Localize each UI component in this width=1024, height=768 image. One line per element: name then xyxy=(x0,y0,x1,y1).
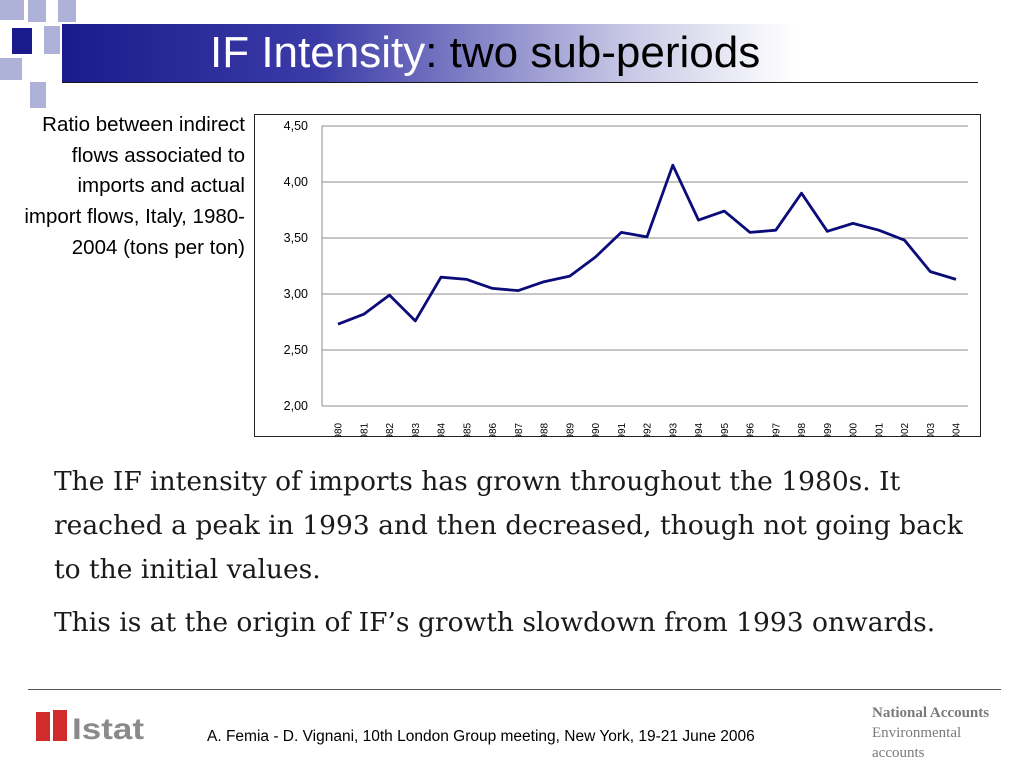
x-tick-label: 1986 xyxy=(488,422,499,437)
x-tick-label: 1997 xyxy=(771,422,782,437)
chart-caption: Ratio between indirect flows associated … xyxy=(24,113,245,259)
x-tick-label: 1999 xyxy=(823,422,834,437)
x-tick-label: 1991 xyxy=(617,422,628,437)
y-tick-label: 3,00 xyxy=(284,287,308,301)
title-divider xyxy=(62,82,978,83)
title-part-1: IF Intensity xyxy=(210,28,426,77)
corner-square-3 xyxy=(58,0,76,22)
corner-line-1: National Accounts xyxy=(872,705,990,721)
line-chart: 2,002,503,003,504,004,50 1980 1981 1982 198… xyxy=(284,119,968,437)
x-tick-label: 2001 xyxy=(874,422,885,437)
x-tick-labels: 1980 1981 1982 1983 1984 1985 1986 1987 1988 1989… xyxy=(334,422,963,437)
istat-logo: Istat xyxy=(36,710,144,745)
corner-square-6 xyxy=(0,58,22,80)
corner-square-2 xyxy=(28,0,46,22)
corner-square-5 xyxy=(44,26,60,54)
y-tick-label: 4,50 xyxy=(284,119,308,133)
x-tick-label: 1989 xyxy=(565,422,576,437)
paragraph-1: The IF intensity of imports has grown th… xyxy=(54,466,963,585)
y-tick-label: 2,00 xyxy=(284,399,308,413)
x-tick-label: 1985 xyxy=(462,422,473,437)
x-tick-label: 2000 xyxy=(849,422,860,437)
title-part-2: : two sub-periods xyxy=(425,28,761,77)
x-tick-label: 1995 xyxy=(720,422,731,437)
corner-label: National Accounts Environmental accounts xyxy=(872,703,989,763)
x-tick-label: 1994 xyxy=(694,422,705,437)
x-tick-label: 1983 xyxy=(411,422,422,437)
x-tick-label: 1987 xyxy=(514,422,525,437)
x-tick-label: 1990 xyxy=(591,422,602,437)
corner-line-2: Environmental xyxy=(872,725,962,741)
corner-square-7 xyxy=(30,82,46,108)
y-tick-labels: 2,00 2,50 3,00 3,50 4,00 4,50 xyxy=(284,119,308,413)
title-band xyxy=(62,24,978,82)
chart-frame xyxy=(254,114,981,437)
axes xyxy=(321,126,968,407)
x-tick-label: 2004 xyxy=(952,422,963,437)
x-tick-label: 1981 xyxy=(359,422,370,437)
x-tick-label: 2002 xyxy=(900,422,911,437)
x-tick-label: 1982 xyxy=(385,422,396,437)
corner-line-3: accounts xyxy=(872,745,925,761)
x-tick-label: 1980 xyxy=(334,422,345,437)
series-line xyxy=(337,163,957,326)
x-tick-label: 1998 xyxy=(797,422,808,437)
y-tick-label: 4,00 xyxy=(284,175,308,189)
x-tick-label: 1993 xyxy=(668,422,679,437)
footer-citation: A. Femia - D. Vignani, 10th London Group… xyxy=(207,728,755,745)
x-tick-label: 2003 xyxy=(926,422,937,437)
svg-text:Istat: Istat xyxy=(72,713,144,745)
footer-divider xyxy=(28,689,1001,690)
corner-square-4 xyxy=(12,28,32,54)
x-tick-label: 1984 xyxy=(437,422,448,437)
x-tick-label: 1992 xyxy=(643,422,654,437)
corner-square-1 xyxy=(0,0,24,20)
y-tick-label: 3,50 xyxy=(284,231,308,245)
x-tick-label: 1996 xyxy=(746,422,757,437)
x-tick-label: 1988 xyxy=(540,422,551,437)
paragraph-2: This is at the origin of IF’s growth slo… xyxy=(54,607,936,638)
y-tick-label: 2,50 xyxy=(284,343,308,357)
page-title: IF Intensity: two sub-periods xyxy=(210,26,760,80)
